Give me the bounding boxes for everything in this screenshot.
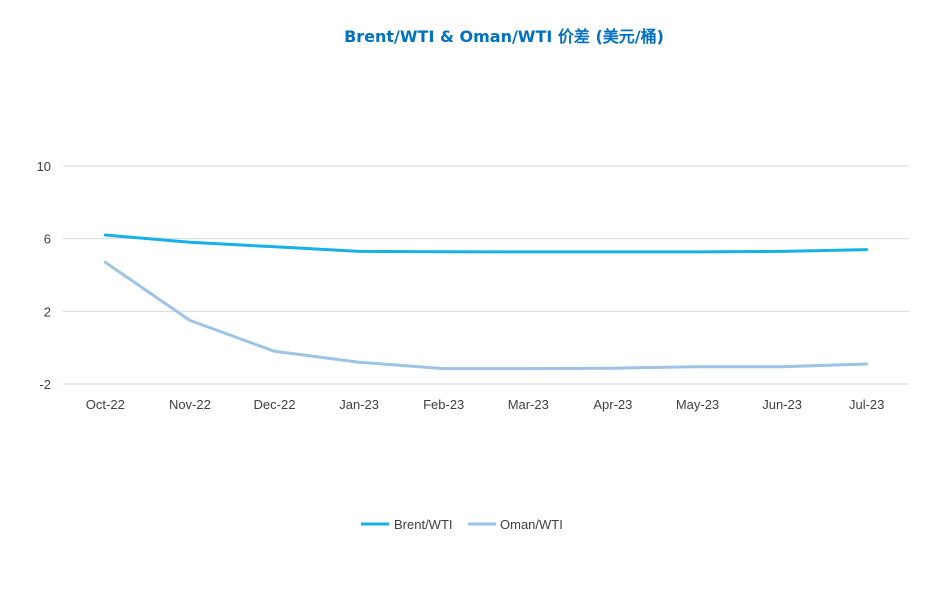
x-tick-label: May-23 (676, 397, 719, 412)
chart-title: Brent/WTI & Oman/WTI 价差 (美元/桶) (344, 27, 664, 46)
series-line-brent-wti (103, 233, 869, 254)
x-tick-label: Jul-23 (849, 397, 884, 412)
x-tick-label: Jan-23 (339, 397, 379, 412)
x-tick-label: Nov-22 (169, 397, 211, 412)
y-tick-label: 6 (44, 232, 51, 247)
x-tick-label: Jun-23 (762, 397, 802, 412)
x-axis-ticks: Oct-22 Nov-22 Dec-22 Jan-23 Feb-23 Mar-23 Apr-… (86, 397, 885, 412)
series-lines (103, 233, 869, 371)
y-tick-label: -2 (39, 377, 51, 392)
y-axis-ticks: 10 6 2 -2 (37, 159, 51, 392)
x-tick-label: Feb-23 (423, 397, 464, 412)
x-tick-label: Mar-23 (508, 397, 549, 412)
y-tick-label: 2 (44, 304, 51, 319)
legend: Brent/WTI Oman/WTI (361, 517, 563, 532)
y-tick-label: 10 (37, 159, 51, 174)
legend-label: Oman/WTI (500, 517, 563, 532)
x-tick-label: Oct-22 (86, 397, 125, 412)
x-tick-label: Apr-23 (593, 397, 632, 412)
gridlines (63, 165, 909, 385)
x-tick-label: Dec-22 (254, 397, 296, 412)
legend-label: Brent/WTI (394, 517, 453, 532)
series-line-oman-wti (103, 260, 869, 371)
